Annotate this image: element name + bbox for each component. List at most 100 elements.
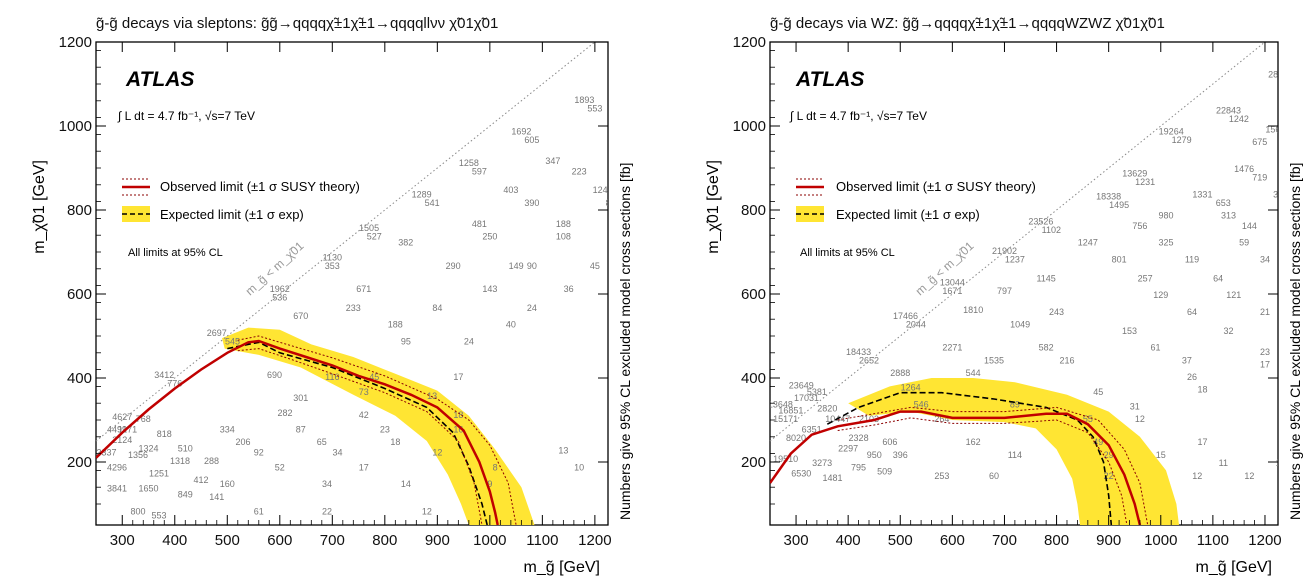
x-tick-label: 600 bbox=[267, 532, 292, 549]
xsec-value: 301 bbox=[293, 393, 308, 403]
xsec-value: 1231 bbox=[1135, 177, 1155, 187]
xsec-value: 1356 bbox=[128, 450, 148, 460]
xsec-value: 347 bbox=[545, 156, 560, 166]
xsec-value: 325 bbox=[1158, 238, 1173, 248]
x-tick-label: 700 bbox=[320, 532, 345, 549]
observed-limit-up bbox=[837, 406, 1149, 525]
xsec-value: 1810 bbox=[963, 305, 983, 315]
y-axis-label: m_χ̃01 [GeV] bbox=[705, 160, 722, 254]
xsec-value: 13044 bbox=[940, 278, 965, 288]
xsec-value: 1565 bbox=[1265, 124, 1285, 134]
y-tick-label: 1200 bbox=[59, 34, 92, 51]
xsec-value: 6530 bbox=[791, 469, 811, 479]
xsec-value: 1692 bbox=[511, 126, 531, 136]
xsec-value: 1049 bbox=[1010, 320, 1030, 330]
xsec-value: 223 bbox=[572, 166, 587, 176]
x-tick-label: 1100 bbox=[1197, 532, 1229, 549]
xsec-value: 15 bbox=[1302, 326, 1312, 336]
xsec-value: 49 bbox=[1093, 437, 1103, 447]
plot-frame bbox=[95, 41, 609, 526]
xsec-value: 129 bbox=[1153, 290, 1168, 300]
xsec-value: 800 bbox=[130, 507, 145, 517]
xsec-value: 82 bbox=[606, 198, 616, 208]
xsec-value: 31 bbox=[1130, 402, 1140, 412]
xsec-value: 15 bbox=[1156, 450, 1166, 460]
xsec-value: 980 bbox=[1158, 210, 1173, 220]
xsec-value: 52 bbox=[275, 462, 285, 472]
xsec-value: 1251 bbox=[149, 469, 169, 479]
x-tick-label: 500 bbox=[215, 532, 240, 549]
xsec-value: 65 bbox=[317, 437, 327, 447]
xsec-value: 481 bbox=[472, 219, 487, 229]
y-tick-label: 600 bbox=[741, 286, 766, 303]
xsec-value: 17466 bbox=[893, 311, 918, 321]
xsec-value: 352 bbox=[635, 160, 650, 170]
xsec-value: 313 bbox=[1221, 210, 1236, 220]
z-axis-label: Numbers give 95% CL excluded model cross… bbox=[1287, 163, 1303, 520]
xsec-value: 18 bbox=[390, 437, 400, 447]
xsec-value: 162 bbox=[966, 437, 981, 447]
xsec-value: 59 bbox=[1239, 238, 1249, 248]
observed-limit-line bbox=[96, 339, 499, 525]
xsec-value: 818 bbox=[157, 429, 172, 439]
xsec-value: 553 bbox=[151, 511, 166, 521]
xsec-value: 61 bbox=[254, 507, 264, 517]
observed-limit-down bbox=[237, 348, 483, 525]
xsec-value: 17 bbox=[637, 284, 647, 294]
z-axis-label: Numbers give 95% CL excluded model cross… bbox=[617, 163, 633, 520]
xsec-value: 17 bbox=[359, 462, 369, 472]
y-tick-label: 800 bbox=[67, 202, 92, 219]
expected-limit-line bbox=[227, 341, 488, 525]
atlas-label: ATLAS bbox=[795, 68, 864, 91]
xsec-value: 498 bbox=[650, 63, 665, 73]
xsec-value: 606 bbox=[882, 437, 897, 447]
xsec-value: 28825 bbox=[1268, 70, 1293, 80]
xsec-value: 653 bbox=[1216, 198, 1231, 208]
xsec-value: 250 bbox=[482, 231, 497, 241]
xsec-value: 34 bbox=[1260, 255, 1270, 265]
xsec-value: 21 bbox=[1260, 307, 1270, 317]
xsec-value: 188 bbox=[388, 320, 403, 330]
xsec-value: 6351 bbox=[802, 425, 822, 435]
xsec-value: 1102 bbox=[1042, 225, 1061, 235]
xsec-value: 87 bbox=[296, 425, 306, 435]
x-tick-label: 1200 bbox=[578, 532, 611, 549]
xsec-value: 1289 bbox=[412, 189, 432, 199]
xsec-value: 3337 bbox=[96, 448, 116, 458]
x-tick-label: 800 bbox=[372, 532, 397, 549]
y-tick-label: 200 bbox=[67, 454, 92, 471]
xsec-value: 527 bbox=[367, 231, 382, 241]
xsec-value: 797 bbox=[997, 286, 1012, 296]
luminosity-label: ∫ L dt = 4.7 fb⁻¹, √s=7 TeV bbox=[117, 109, 255, 123]
xsec-value: 24 bbox=[464, 336, 474, 346]
x-tick-label: 600 bbox=[940, 532, 965, 549]
xsec-value: 21902 bbox=[992, 246, 1017, 256]
xsec-value: 26 bbox=[1187, 372, 1197, 382]
xsec-value: 19264 bbox=[1159, 126, 1184, 136]
legend-expected-label: Expected limit (±1 σ exp) bbox=[836, 207, 980, 222]
xsec-value: 95 bbox=[401, 336, 411, 346]
xsec-value: 1130 bbox=[323, 252, 342, 262]
xsec-value: 2820 bbox=[817, 404, 837, 414]
xsec-value: 16 bbox=[453, 425, 463, 435]
xsec-value: 8020 bbox=[786, 433, 806, 443]
xsec-value: 124 bbox=[593, 185, 608, 195]
xsec-value: 253 bbox=[934, 471, 949, 481]
xsec-value: 17 bbox=[1197, 437, 1207, 447]
xsec-value: 144 bbox=[1242, 221, 1257, 231]
xsec-value: 1247 bbox=[1078, 238, 1098, 248]
x-tick-label: 500 bbox=[888, 532, 913, 549]
xsec-value: 42 bbox=[359, 410, 369, 420]
xsec-value: 18 bbox=[453, 410, 463, 420]
xsec-value: 10 bbox=[637, 372, 647, 382]
xsec-value: 1650 bbox=[138, 483, 158, 493]
xsec-value: 1318 bbox=[170, 456, 190, 466]
x-tick-label: 1200 bbox=[1248, 532, 1281, 549]
xsec-value: 541 bbox=[425, 198, 440, 208]
xsec-value: 264 bbox=[934, 414, 949, 424]
xsec-value: 14 bbox=[401, 479, 411, 489]
xsec-value: 2124 bbox=[112, 435, 132, 445]
xsec-value: 216 bbox=[1059, 355, 1074, 365]
legend-expected-label: Expected limit (±1 σ exp) bbox=[160, 207, 304, 222]
